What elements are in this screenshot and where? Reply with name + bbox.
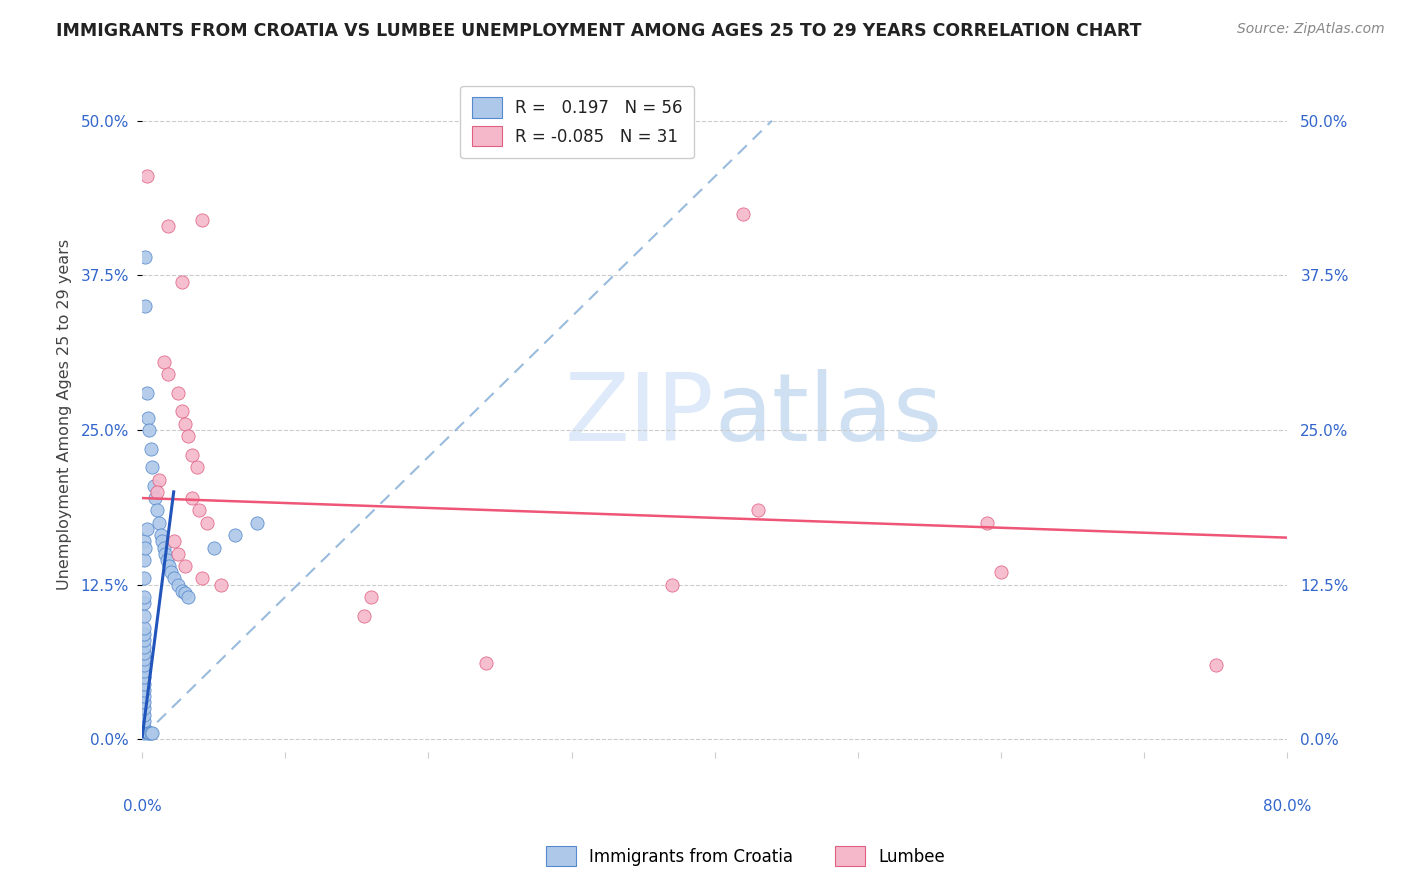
Point	[733, 206, 755, 220]
Legend: R =   0.197   N = 56, R = -0.085   N = 31: R = 0.197 N = 56, R = -0.085 N = 31	[460, 86, 695, 158]
Point	[177, 429, 200, 443]
Point	[153, 547, 176, 561]
Text: Source: ZipAtlas.com: Source: ZipAtlas.com	[1237, 22, 1385, 37]
Point	[132, 695, 155, 709]
Point	[163, 534, 186, 549]
Point	[181, 448, 204, 462]
Text: ZIP: ZIP	[565, 368, 714, 460]
Point	[132, 621, 155, 635]
Point	[134, 299, 156, 313]
Point	[167, 577, 190, 591]
Point	[132, 627, 155, 641]
Point	[135, 169, 157, 184]
Point	[132, 714, 155, 728]
Point	[976, 516, 998, 530]
Point	[172, 275, 194, 289]
Point	[132, 633, 155, 648]
Point	[174, 586, 197, 600]
Point	[143, 491, 166, 505]
Point	[132, 707, 155, 722]
Point	[177, 590, 200, 604]
Point	[353, 608, 375, 623]
Point	[172, 404, 194, 418]
Point	[181, 491, 204, 505]
Point	[747, 503, 769, 517]
Text: 80.0%: 80.0%	[1263, 798, 1312, 814]
Point	[152, 541, 174, 555]
Point	[224, 528, 246, 542]
Point	[148, 516, 170, 530]
Point	[132, 646, 155, 660]
Point	[136, 726, 159, 740]
Point	[150, 534, 173, 549]
Point	[139, 726, 162, 740]
Point	[132, 590, 155, 604]
Point	[142, 478, 165, 492]
Point	[134, 250, 156, 264]
Point	[139, 442, 162, 456]
Point	[191, 572, 214, 586]
Point	[132, 670, 155, 684]
Point	[132, 608, 155, 623]
Point	[167, 385, 190, 400]
Point	[157, 559, 180, 574]
Point	[163, 572, 186, 586]
Point	[152, 355, 174, 369]
Point	[209, 577, 232, 591]
Point	[132, 534, 155, 549]
Point	[149, 528, 172, 542]
Text: atlas: atlas	[714, 368, 943, 460]
Point	[174, 417, 197, 431]
Point	[132, 652, 155, 666]
Point	[135, 522, 157, 536]
Point	[172, 583, 194, 598]
Y-axis label: Unemployment Among Ages 25 to 29 years: Unemployment Among Ages 25 to 29 years	[58, 239, 72, 591]
Point	[132, 658, 155, 673]
Point	[141, 726, 163, 740]
Point	[136, 410, 159, 425]
Point	[202, 541, 225, 555]
Point	[188, 503, 211, 517]
Point	[138, 423, 160, 437]
Point	[191, 212, 214, 227]
Point	[195, 516, 218, 530]
Point	[156, 219, 179, 233]
Point	[145, 503, 167, 517]
Point	[145, 484, 167, 499]
Point	[132, 726, 155, 740]
Point	[134, 541, 156, 555]
Point	[132, 553, 155, 567]
Point	[135, 385, 157, 400]
Point	[160, 566, 183, 580]
Point	[246, 516, 269, 530]
Point	[155, 553, 177, 567]
Point	[174, 559, 197, 574]
Point	[167, 547, 190, 561]
Point	[132, 682, 155, 697]
Legend: Immigrants from Croatia, Lumbee: Immigrants from Croatia, Lumbee	[537, 838, 953, 875]
Point	[132, 665, 155, 679]
Point	[474, 656, 496, 670]
Point	[132, 701, 155, 715]
Point	[186, 460, 208, 475]
Text: IMMIGRANTS FROM CROATIA VS LUMBEE UNEMPLOYMENT AMONG AGES 25 TO 29 YEARS CORRELA: IMMIGRANTS FROM CROATIA VS LUMBEE UNEMPL…	[56, 22, 1142, 40]
Point	[132, 596, 155, 610]
Point	[132, 689, 155, 703]
Point	[132, 640, 155, 654]
Point	[138, 726, 160, 740]
Point	[132, 572, 155, 586]
Point	[132, 720, 155, 734]
Point	[661, 577, 683, 591]
Point	[360, 590, 382, 604]
Text: 0.0%: 0.0%	[122, 798, 162, 814]
Point	[1205, 658, 1227, 673]
Point	[148, 473, 170, 487]
Point	[132, 676, 155, 690]
Point	[990, 566, 1012, 580]
Point	[156, 368, 179, 382]
Point	[141, 460, 163, 475]
